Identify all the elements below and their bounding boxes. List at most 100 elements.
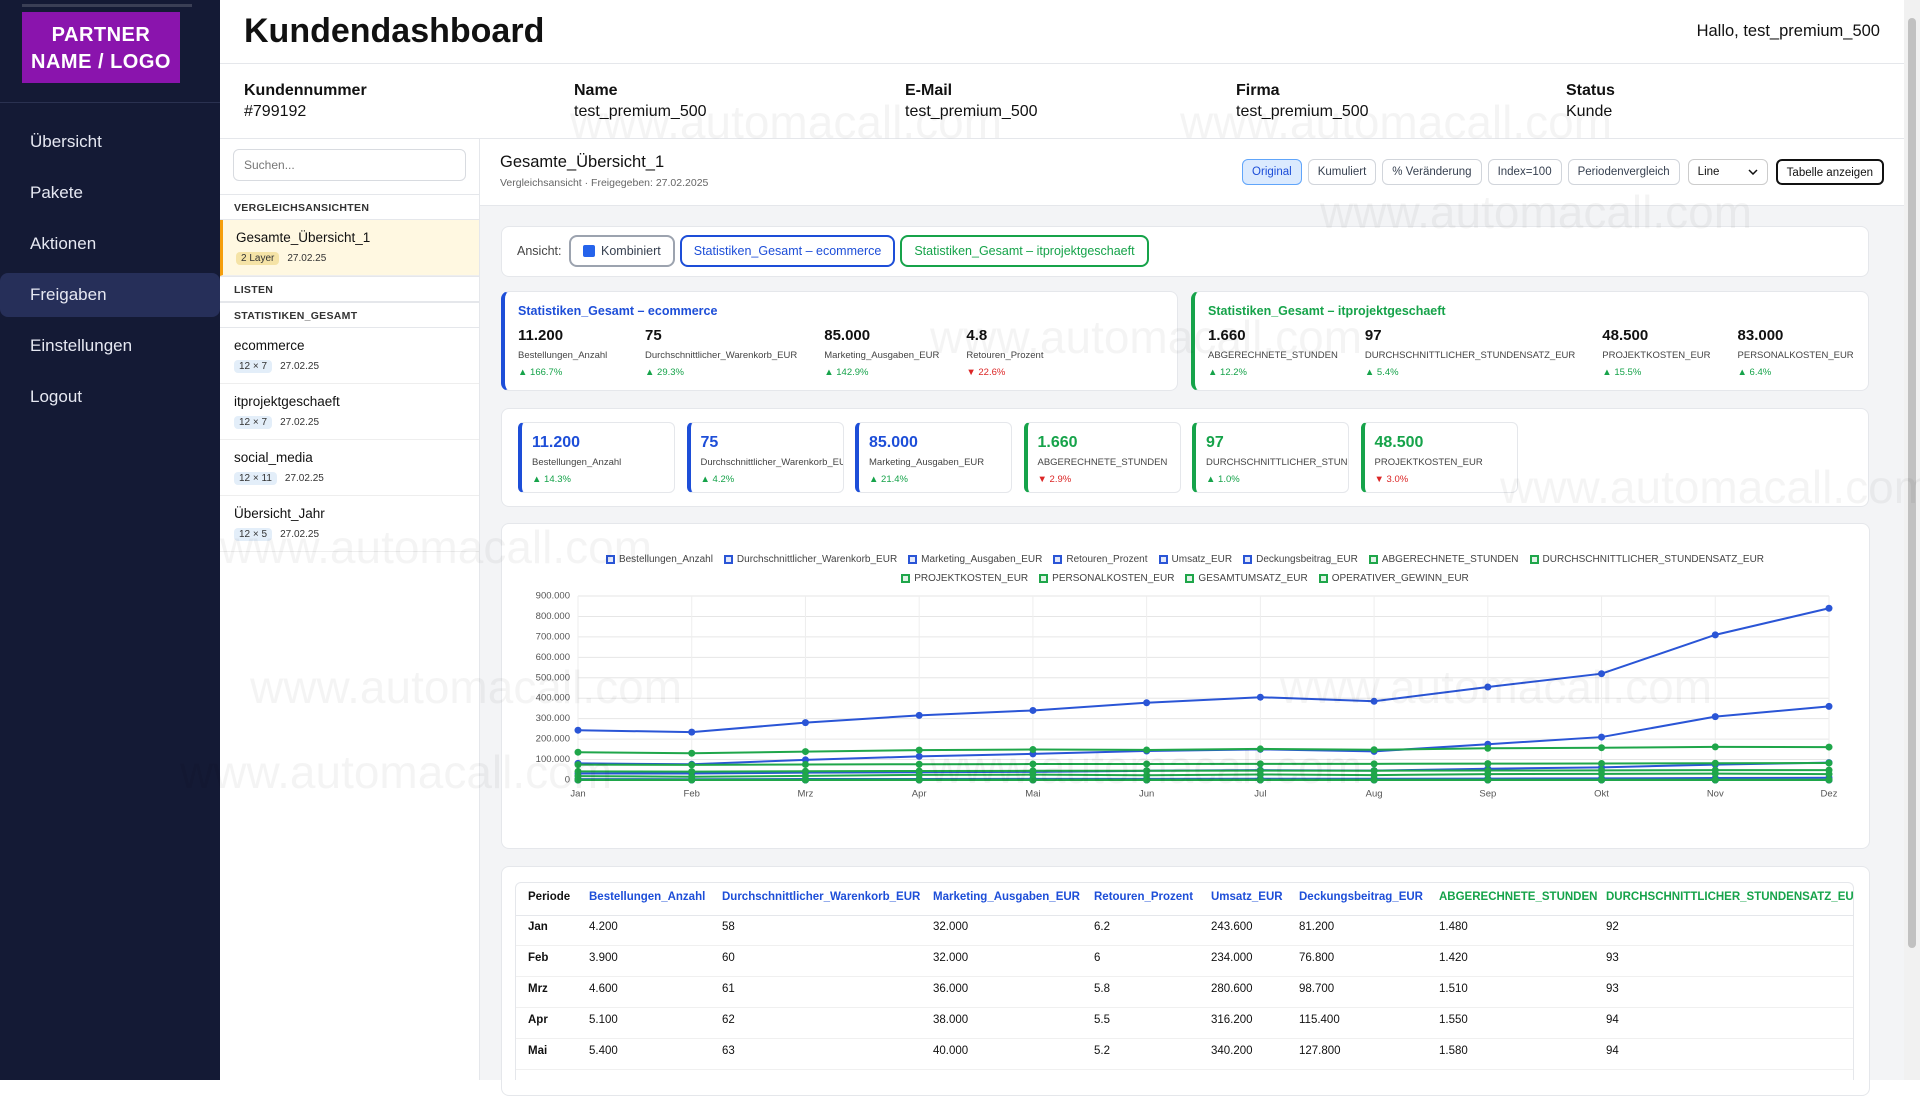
data-point[interactable] xyxy=(1826,605,1833,612)
search-input[interactable]: Suchen... xyxy=(233,149,466,181)
data-point[interactable] xyxy=(1257,771,1264,778)
data-point[interactable] xyxy=(1257,760,1264,767)
table-cell: 32.000 xyxy=(933,921,968,933)
view-option[interactable]: Statistiken_Gesamt – itprojektgeschaeft xyxy=(900,235,1148,267)
metric-value: 85.000 xyxy=(824,325,939,347)
data-point[interactable] xyxy=(916,771,923,778)
data-point[interactable] xyxy=(1826,760,1833,767)
nav-item[interactable]: Freigaben xyxy=(0,273,220,317)
data-point[interactable] xyxy=(1598,670,1605,677)
data-point[interactable] xyxy=(1712,776,1719,783)
table-cell: 60 xyxy=(722,952,735,964)
data-point[interactable] xyxy=(916,761,923,768)
data-point[interactable] xyxy=(1826,744,1833,751)
data-point[interactable] xyxy=(1598,770,1605,777)
nav-item[interactable]: Einstellungen xyxy=(0,324,220,368)
data-point[interactable] xyxy=(1029,761,1036,768)
select-chevron xyxy=(1748,169,1758,175)
data-point[interactable] xyxy=(1598,744,1605,751)
data-point[interactable] xyxy=(1143,760,1150,767)
data-point[interactable] xyxy=(688,773,695,780)
view-option[interactable]: Statistiken_Gesamt – ecommerce xyxy=(680,235,896,267)
nav-item[interactable]: Übersicht xyxy=(0,120,220,164)
select-value: Line xyxy=(1698,160,1720,184)
data-point[interactable] xyxy=(1143,746,1150,753)
mode-button[interactable]: Periodenvergleich xyxy=(1568,159,1680,185)
data-point[interactable] xyxy=(1371,760,1378,767)
scrollbar-thumb[interactable] xyxy=(1908,18,1916,948)
data-point[interactable] xyxy=(1029,746,1036,753)
partner-logo: PARTNER NAME / LOGO xyxy=(22,12,180,83)
data-point[interactable] xyxy=(802,772,809,779)
data-point[interactable] xyxy=(1712,760,1719,767)
x-tick-label: Feb xyxy=(684,789,700,800)
data-point[interactable] xyxy=(1029,771,1036,778)
data-point[interactable] xyxy=(1826,703,1833,710)
data-point[interactable] xyxy=(1598,776,1605,783)
mode-button[interactable]: % Veränderung xyxy=(1382,159,1481,185)
series-line xyxy=(578,747,1829,753)
mode-button[interactable]: Kumuliert xyxy=(1308,159,1377,185)
data-point[interactable] xyxy=(916,753,923,760)
data-point[interactable] xyxy=(1484,683,1491,690)
data-point[interactable] xyxy=(1598,760,1605,767)
data-point[interactable] xyxy=(688,761,695,768)
data-point[interactable] xyxy=(1371,746,1378,753)
y-tick-label: 900.000 xyxy=(536,591,570,602)
table-cell: 1.420 xyxy=(1439,952,1468,964)
table-cell: 5.5 xyxy=(1094,1014,1110,1026)
data-point[interactable] xyxy=(916,747,923,754)
data-point[interactable] xyxy=(802,719,809,726)
page-title: Kundendashboard xyxy=(244,12,544,51)
data-point[interactable] xyxy=(1826,771,1833,778)
data-point[interactable] xyxy=(1712,631,1719,638)
data-point[interactable] xyxy=(1484,745,1491,752)
sidebar: PARTNER NAME / LOGO Übersicht Pakete Aktio… xyxy=(0,0,220,1080)
data-point[interactable] xyxy=(916,712,923,719)
data-point[interactable] xyxy=(802,748,809,755)
nav-item[interactable]: Aktionen xyxy=(0,222,220,266)
nav-item[interactable]: Logout xyxy=(0,375,220,419)
data-point[interactable] xyxy=(575,727,582,734)
data-point[interactable] xyxy=(802,761,809,768)
data-point[interactable] xyxy=(1484,760,1491,767)
data-point[interactable] xyxy=(1371,772,1378,779)
kpi-value: 11.200 xyxy=(532,432,674,454)
data-point[interactable] xyxy=(688,750,695,757)
view-option[interactable]: Kombiniert xyxy=(569,235,675,267)
x-tick-label: Sep xyxy=(1479,789,1496,800)
table-cell: 234.000 xyxy=(1211,952,1253,964)
data-point[interactable] xyxy=(575,761,582,768)
data-point[interactable] xyxy=(1484,771,1491,778)
data-point[interactable] xyxy=(575,749,582,756)
metric-value: 11.200 xyxy=(518,325,618,347)
data-point[interactable] xyxy=(1712,743,1719,750)
data-point[interactable] xyxy=(1257,745,1264,752)
table-toggle-button[interactable]: Tabelle anzeigen xyxy=(1776,159,1884,185)
nav-item[interactable]: Pakete xyxy=(0,171,220,215)
y-tick-label: 700.000 xyxy=(536,631,570,642)
data-point[interactable] xyxy=(1712,713,1719,720)
data-point[interactable] xyxy=(1712,770,1719,777)
data-point[interactable] xyxy=(1371,698,1378,705)
data-point[interactable] xyxy=(688,729,695,736)
chart-type-select[interactable]: Line xyxy=(1688,159,1768,185)
data-point[interactable] xyxy=(1143,772,1150,779)
item-date: 27.02.25 xyxy=(280,417,319,428)
data-point[interactable] xyxy=(1143,699,1150,706)
data-point[interactable] xyxy=(1029,707,1036,714)
table-header: ABGERECHNETE_STUNDEN xyxy=(1439,891,1597,903)
mode-button[interactable]: Index=100 xyxy=(1488,159,1562,185)
data-point[interactable] xyxy=(1598,734,1605,741)
mode-button[interactable]: Original xyxy=(1242,159,1302,185)
kpi-change: ▲ 4.2% xyxy=(701,471,843,489)
data-point[interactable] xyxy=(1257,694,1264,701)
data-point[interactable] xyxy=(575,773,582,780)
